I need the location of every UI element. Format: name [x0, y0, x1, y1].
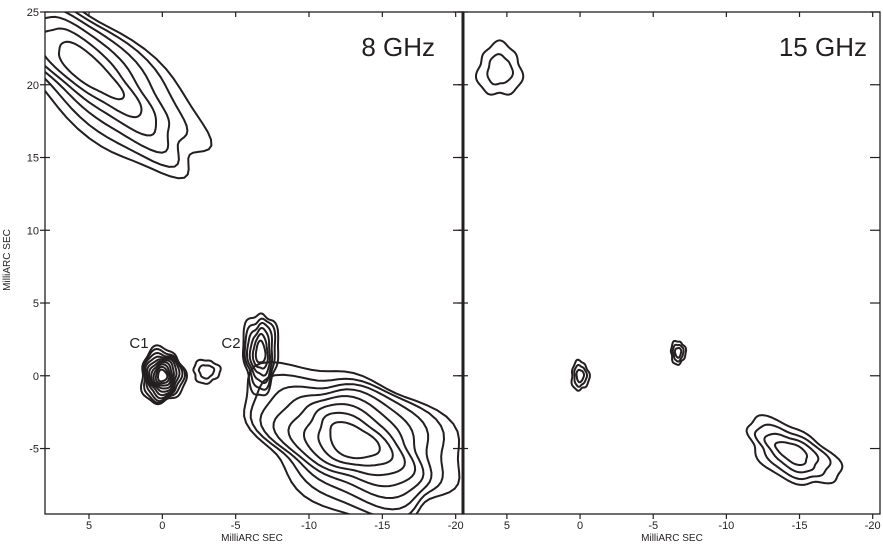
- contour-group: [476, 40, 842, 485]
- x-axis-title-15ghz: MilliARC SEC: [641, 533, 703, 544]
- contour-north-jet: [0, 0, 169, 153]
- y-axis-title: MilliARC SEC: [2, 229, 13, 291]
- x-tick-label: -5: [648, 520, 658, 532]
- x-tick-label: -5: [231, 520, 241, 532]
- x-tick-label: -20: [865, 520, 881, 532]
- contour-north-blob: [476, 40, 523, 94]
- contour-north-blob: [487, 54, 513, 84]
- y-tick-label: 10: [27, 225, 39, 237]
- y-tick-label: 25: [27, 7, 39, 19]
- y-tick-label: 15: [27, 153, 39, 165]
- y-tick-label: 20: [27, 80, 39, 92]
- x-tick-label: -15: [792, 520, 808, 532]
- x-tick-label: -20: [448, 520, 464, 532]
- contour-C1: [158, 370, 167, 382]
- panel-8ghz: 5 0 -5 -10 -15 -20 25 20 15 10 5 0 -5: [0, 0, 464, 532]
- x-axis-title-8ghz: MilliARC SEC: [221, 533, 283, 544]
- contour-south-jet: [330, 422, 379, 458]
- annotation-c1: C1: [129, 335, 148, 352]
- panel-title-8ghz: 8 GHz: [361, 32, 435, 62]
- y-tick-label: -5: [29, 444, 39, 456]
- x-tick-label: -15: [374, 520, 390, 532]
- contour-C2-small: [193, 360, 220, 384]
- panel-title-15ghz: 15 GHz: [779, 32, 867, 62]
- x-tick-label: 5: [86, 520, 92, 532]
- x-tick-label: 0: [577, 520, 583, 532]
- contour-C2-small: [199, 365, 214, 378]
- contour-C2: [256, 341, 266, 363]
- contour-c2: [675, 348, 681, 358]
- annotation-c2: C2: [221, 335, 240, 352]
- contour-south-blob: [764, 434, 818, 473]
- y-tick-label: 0: [33, 371, 39, 383]
- x-tick-label: 0: [159, 520, 165, 532]
- plot-frame: [45, 12, 463, 514]
- x-tick-label: -10: [718, 520, 734, 532]
- contour-group: [0, 0, 459, 526]
- contour-south-blob: [747, 415, 843, 485]
- x-tick-label: -10: [301, 520, 317, 532]
- plot-frame: [463, 12, 880, 514]
- panel-15ghz: 5 0 -5 -10 -15 -20: [458, 12, 881, 532]
- contour-north-jet: [59, 42, 124, 99]
- contour-core: [577, 370, 585, 382]
- x-tick-label: 5: [504, 520, 510, 532]
- y-tick-label: 5: [33, 298, 39, 310]
